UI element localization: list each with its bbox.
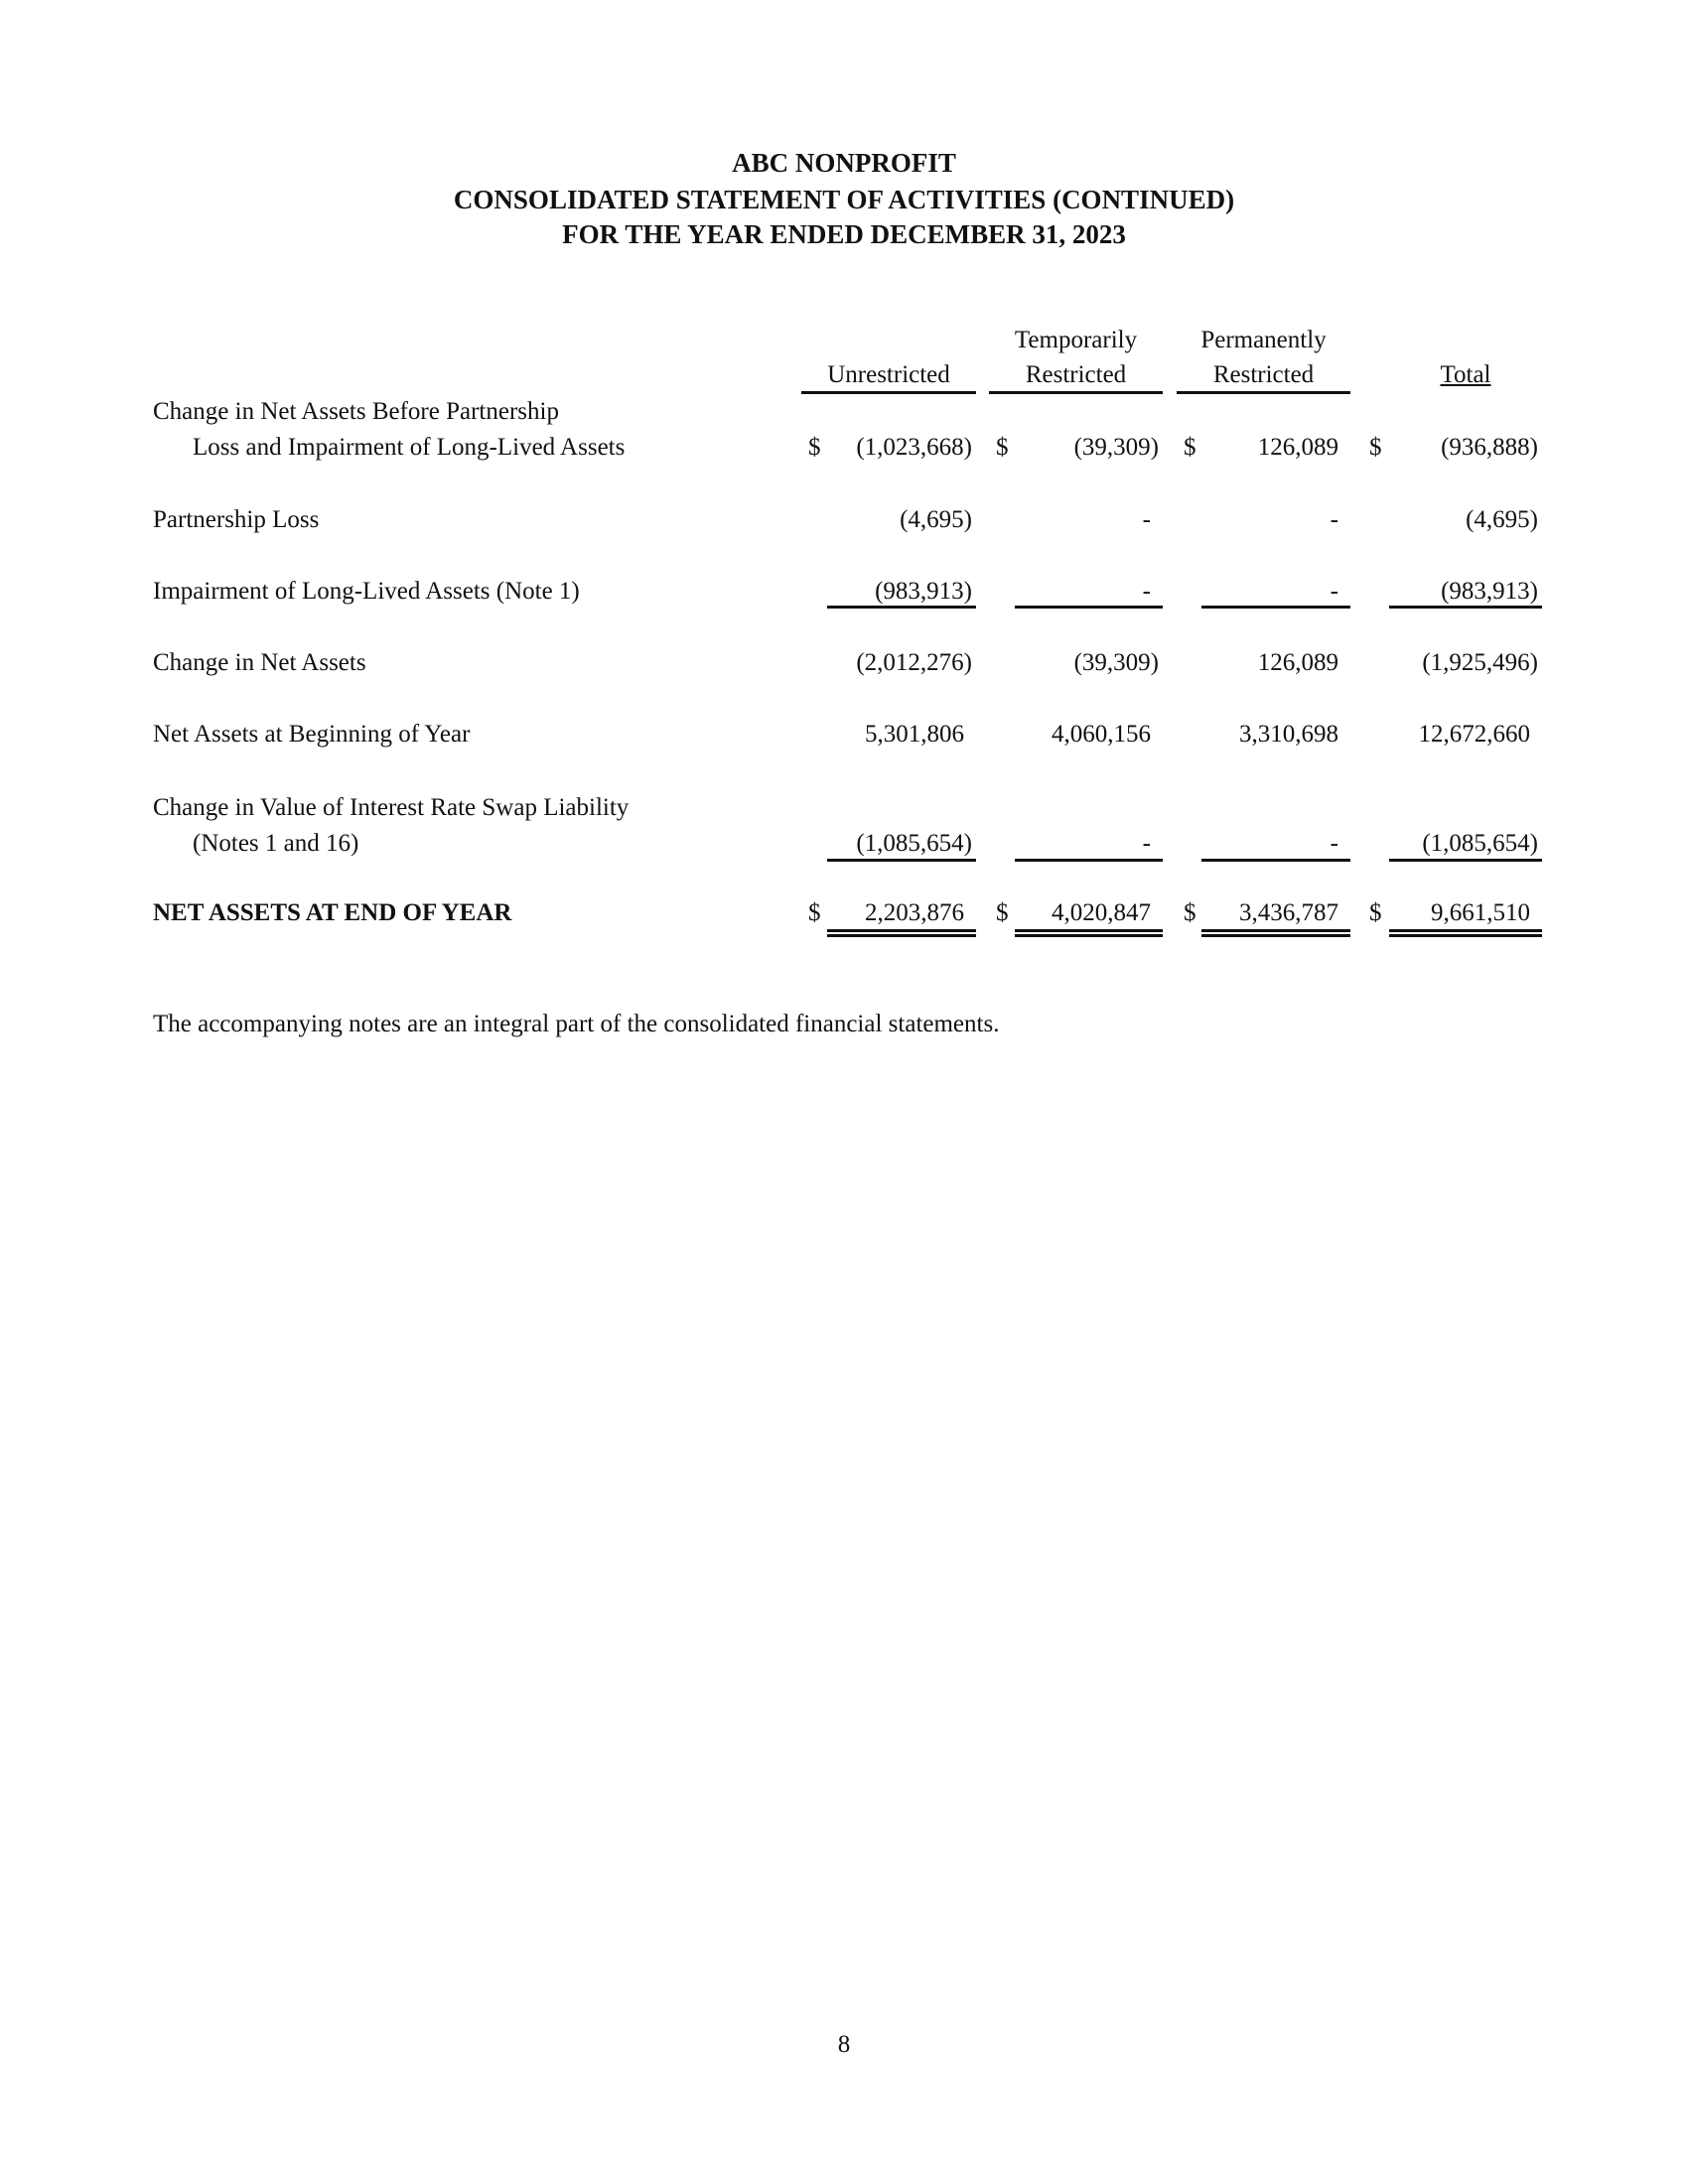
double-underline xyxy=(827,929,976,937)
dollar-sign: $ xyxy=(1369,899,1382,926)
subtotal-underline xyxy=(1015,606,1163,609)
subtotal-underline xyxy=(827,859,976,862)
cell-permanently: 3,436,787 xyxy=(1239,899,1338,926)
cell-temporarily: 4,060,156 xyxy=(1052,721,1151,748)
cell-permanently: - xyxy=(1330,506,1338,533)
header-underline xyxy=(989,391,1163,394)
page-number: 8 xyxy=(837,2031,851,2058)
header-underline xyxy=(801,391,976,394)
row-label: Net Assets at Beginning of Year xyxy=(153,721,471,748)
row-label: Change in Net Assets xyxy=(153,649,366,676)
cell-permanently: - xyxy=(1330,830,1338,857)
header-permanently-line2: Restricted xyxy=(1212,361,1315,388)
cell-unrestricted: (983,913) xyxy=(875,578,972,605)
cell-total: (1,925,496) xyxy=(1422,649,1538,676)
dollar-sign: $ xyxy=(996,434,1009,461)
cell-temporarily: - xyxy=(1142,578,1151,605)
cell-unrestricted: (1,023,668) xyxy=(856,434,972,461)
cell-unrestricted: 5,301,806 xyxy=(865,721,964,748)
cell-total: 9,661,510 xyxy=(1431,899,1530,926)
cell-unrestricted: (1,085,654) xyxy=(856,830,972,857)
header-permanently-line1: Permanently xyxy=(1200,327,1327,353)
double-underline xyxy=(1201,929,1350,937)
subtotal-underline xyxy=(1015,859,1163,862)
subtotal-underline xyxy=(1201,859,1350,862)
dollar-sign: $ xyxy=(1184,899,1196,926)
subtotal-underline xyxy=(1389,859,1542,862)
row-label: (Notes 1 and 16) xyxy=(193,830,359,857)
footnote: The accompanying notes are an integral p… xyxy=(153,1011,1000,1037)
cell-temporarily: - xyxy=(1142,506,1151,533)
cell-total: (936,888) xyxy=(1441,434,1538,461)
cell-permanently: 126,089 xyxy=(1257,649,1338,676)
subtotal-underline xyxy=(1389,606,1542,609)
dollar-sign: $ xyxy=(808,899,821,926)
cell-temporarily: (39,309) xyxy=(1073,434,1159,461)
header-unrestricted: Unrestricted xyxy=(827,361,950,388)
cell-unrestricted: (2,012,276) xyxy=(856,649,972,676)
row-label: Loss and Impairment of Long-Lived Assets xyxy=(193,434,626,461)
cell-unrestricted: 2,203,876 xyxy=(865,899,964,926)
cell-temporarily: - xyxy=(1142,830,1151,857)
header-temporarily-line1: Temporarily xyxy=(1014,327,1138,353)
cell-total: 12,672,660 xyxy=(1418,721,1531,748)
header-total: Total xyxy=(1440,361,1491,388)
double-underline xyxy=(1015,929,1163,937)
org-name: ABC NONPROFIT xyxy=(732,148,956,178)
dollar-sign: $ xyxy=(1369,434,1382,461)
cell-total: (1,085,654) xyxy=(1422,830,1538,857)
cell-permanently: - xyxy=(1330,578,1338,605)
cell-temporarily: (39,309) xyxy=(1073,649,1159,676)
cell-temporarily: 4,020,847 xyxy=(1052,899,1151,926)
row-label: Impairment of Long-Lived Assets (Note 1) xyxy=(153,578,580,605)
dollar-sign: $ xyxy=(1184,434,1196,461)
dollar-sign: $ xyxy=(996,899,1009,926)
dollar-sign: $ xyxy=(808,434,821,461)
subtotal-underline xyxy=(1201,606,1350,609)
row-label: Change in Value of Interest Rate Swap Li… xyxy=(153,794,630,821)
cell-total: (983,913) xyxy=(1441,578,1538,605)
subtotal-underline xyxy=(827,606,976,609)
cell-permanently: 3,310,698 xyxy=(1239,721,1338,748)
row-label: Change in Net Assets Before Partnership xyxy=(153,398,559,425)
cell-total: (4,695) xyxy=(1466,506,1538,533)
row-label-total: NET ASSETS AT END OF YEAR xyxy=(153,899,512,926)
cell-unrestricted: (4,695) xyxy=(900,506,972,533)
header-underline xyxy=(1177,391,1350,394)
statement-period: FOR THE YEAR ENDED DECEMBER 31, 2023 xyxy=(562,219,1126,249)
cell-permanently: 126,089 xyxy=(1257,434,1338,461)
double-underline xyxy=(1389,929,1542,937)
statement-title: CONSOLIDATED STATEMENT OF ACTIVITIES (CO… xyxy=(453,185,1235,214)
row-label: Partnership Loss xyxy=(153,506,320,533)
header-temporarily-line2: Restricted xyxy=(1025,361,1127,388)
